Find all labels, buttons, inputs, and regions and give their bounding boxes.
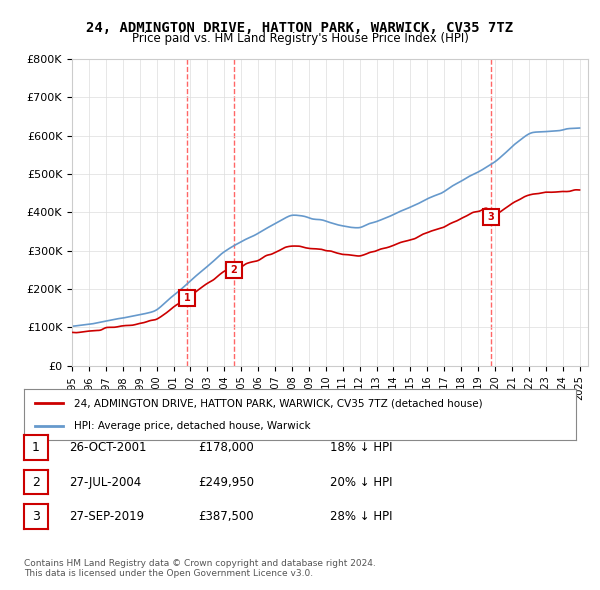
Text: 24, ADMINGTON DRIVE, HATTON PARK, WARWICK, CV35 7TZ (detached house): 24, ADMINGTON DRIVE, HATTON PARK, WARWIC…	[74, 398, 482, 408]
Text: 24, ADMINGTON DRIVE, HATTON PARK, WARWICK, CV35 7TZ: 24, ADMINGTON DRIVE, HATTON PARK, WARWIC…	[86, 21, 514, 35]
Text: 27-JUL-2004: 27-JUL-2004	[69, 476, 141, 489]
Text: 2: 2	[32, 476, 40, 489]
Text: 26-OCT-2001: 26-OCT-2001	[69, 441, 146, 454]
Text: 27-SEP-2019: 27-SEP-2019	[69, 510, 144, 523]
Text: £249,950: £249,950	[198, 476, 254, 489]
Text: 3: 3	[487, 212, 494, 222]
Text: £178,000: £178,000	[198, 441, 254, 454]
Text: 2: 2	[230, 265, 237, 275]
Text: 3: 3	[32, 510, 40, 523]
Text: 20% ↓ HPI: 20% ↓ HPI	[330, 476, 392, 489]
Text: 1: 1	[184, 293, 191, 303]
Text: 1: 1	[32, 441, 40, 454]
Text: Price paid vs. HM Land Registry's House Price Index (HPI): Price paid vs. HM Land Registry's House …	[131, 32, 469, 45]
Text: 18% ↓ HPI: 18% ↓ HPI	[330, 441, 392, 454]
Text: HPI: Average price, detached house, Warwick: HPI: Average price, detached house, Warw…	[74, 421, 310, 431]
Text: 28% ↓ HPI: 28% ↓ HPI	[330, 510, 392, 523]
Text: Contains HM Land Registry data © Crown copyright and database right 2024.
This d: Contains HM Land Registry data © Crown c…	[24, 559, 376, 578]
Text: £387,500: £387,500	[198, 510, 254, 523]
